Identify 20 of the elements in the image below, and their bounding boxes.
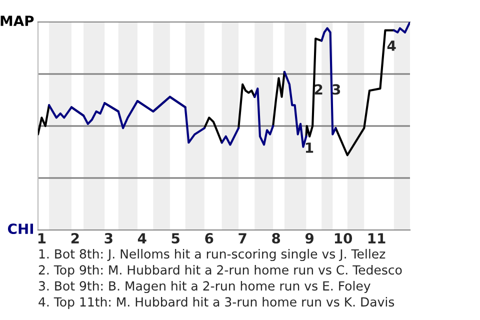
x-tick-label: 4 [138, 233, 146, 244]
text: 1. Bot 8th: J. Nelloms hit a run-scoring single vs J. Tellez [39, 248, 386, 262]
x-tick-label: 6 [205, 233, 214, 244]
x-tick-label: 8 [272, 233, 280, 244]
annotation: 4 [387, 40, 396, 51]
x-tick-label: 7 [238, 233, 246, 244]
x-tick-label: 5 [172, 233, 180, 244]
x-tick-label: 9 [305, 233, 314, 244]
annotation: 3 [332, 84, 340, 95]
text: 3. Bot 9th: B. Magen hit a 2-run home run vs E. Foley [38, 280, 370, 294]
text: 2. Top 9th: M. Hubbard hit a 2-run home run vs C. Tedesco [38, 264, 402, 278]
x-tick-label: 3 [104, 233, 112, 244]
x-tick-label: 2 [71, 233, 79, 244]
text: 4. Top 11th: M. Hubbard hit a 3-run home run vs K. Davis [38, 296, 394, 310]
x-tick-label: 11 [368, 233, 386, 244]
text: MAP [0, 16, 34, 26]
annotation: 1 [306, 142, 314, 153]
text: CHI [8, 224, 33, 234]
x-tick-label: 10 [334, 233, 352, 244]
x-tick-label: 1 [38, 233, 46, 244]
